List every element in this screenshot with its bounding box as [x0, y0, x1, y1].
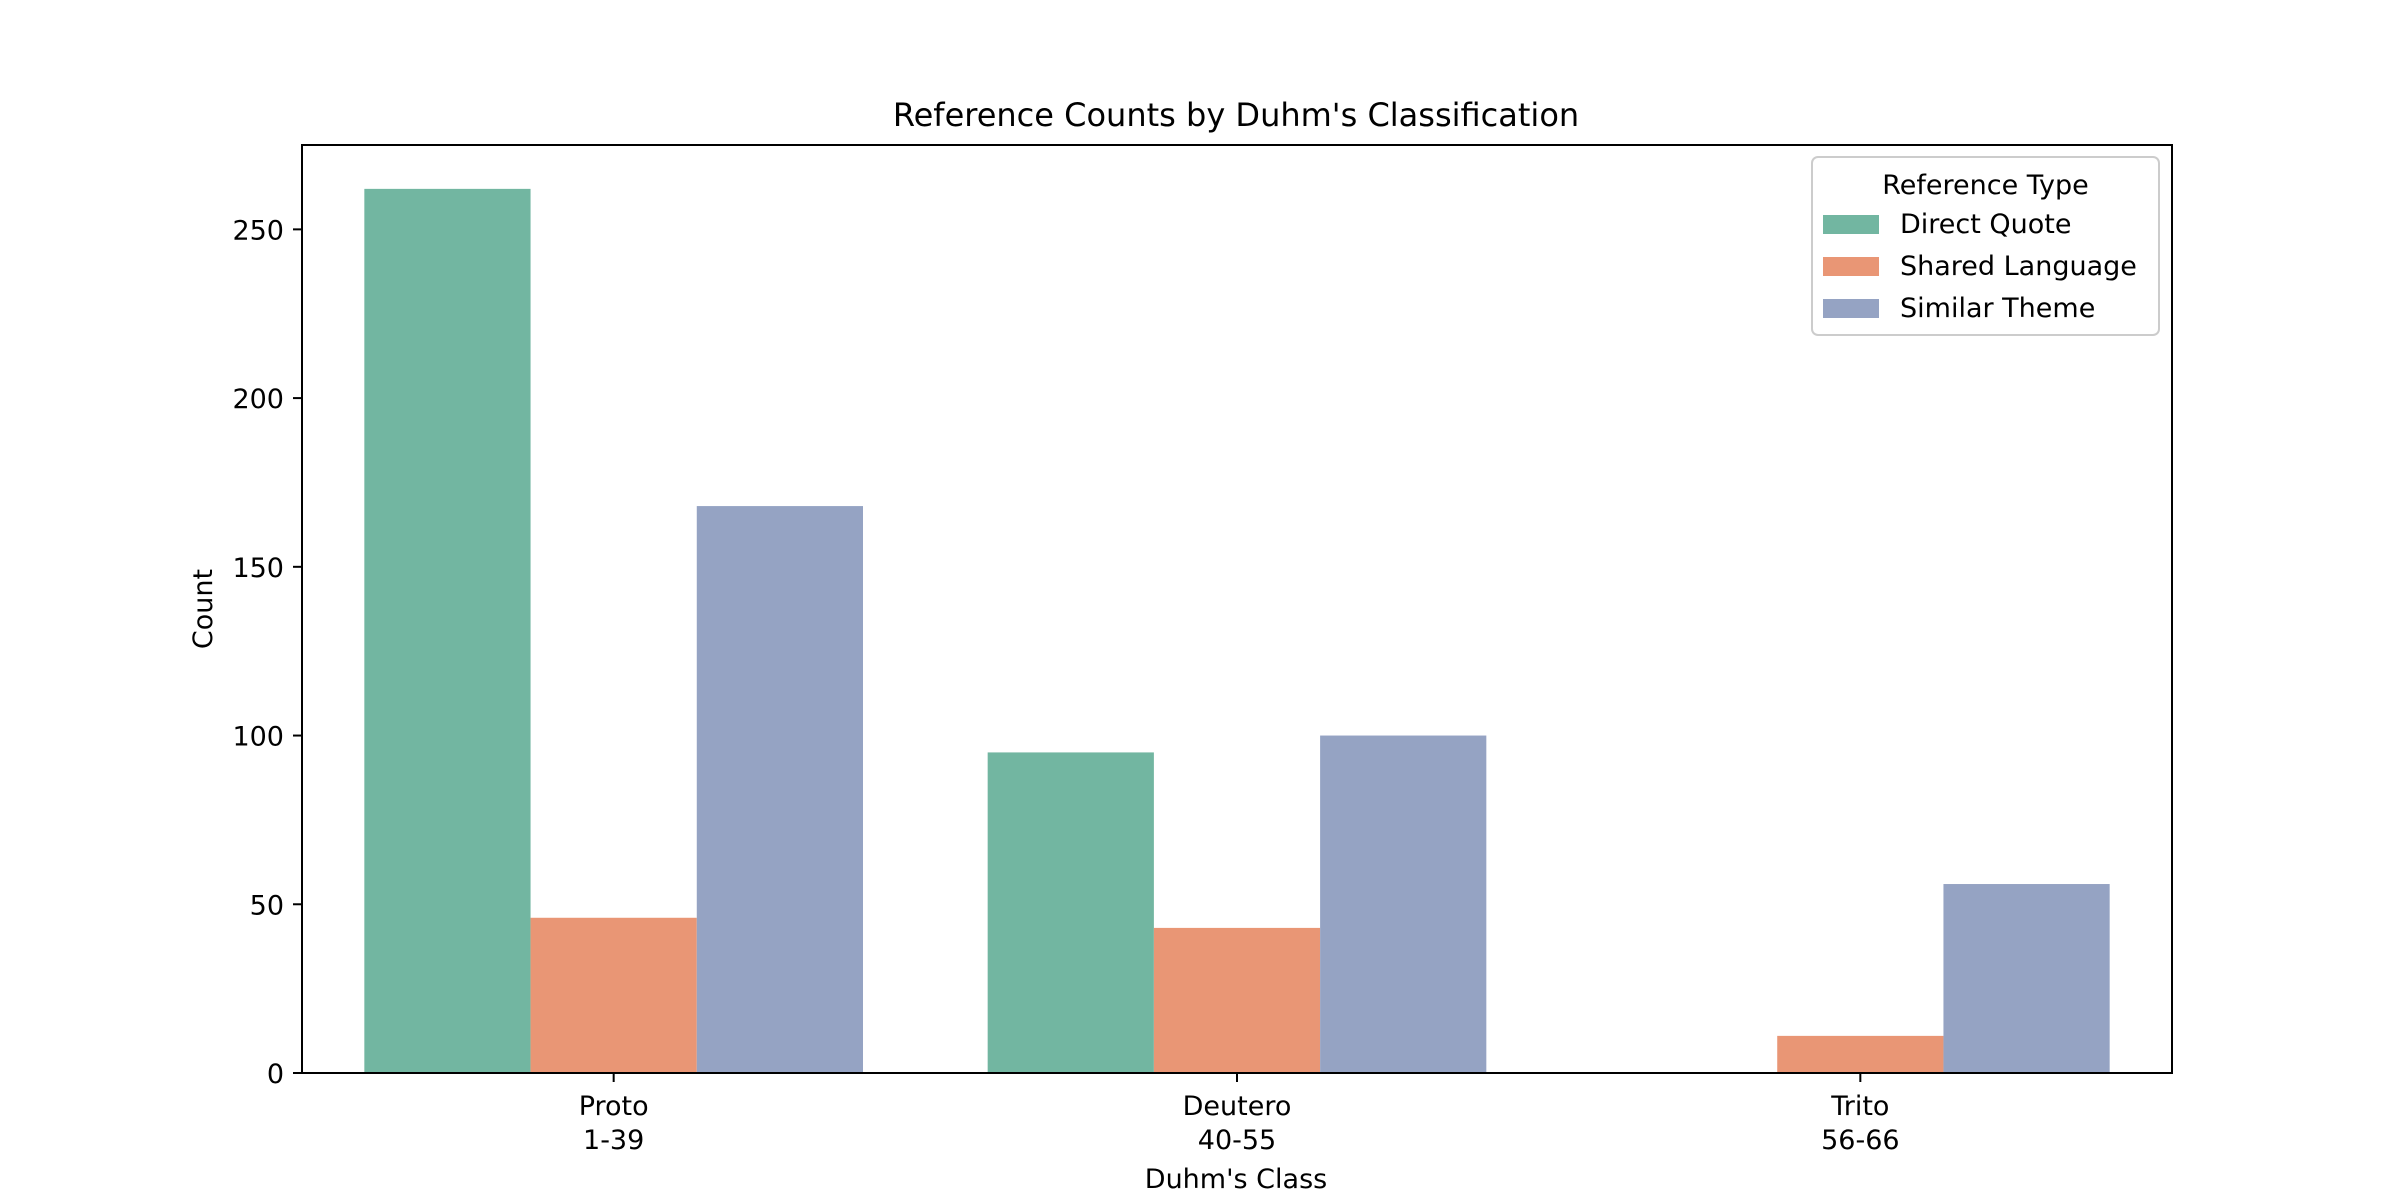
x-tick-label: Trito	[1830, 1091, 1889, 1122]
legend: Reference Type Direct Quote Shared Languag…	[1811, 156, 2160, 336]
bar-deutero-direct-quote	[987, 752, 1154, 1073]
bar-deutero-similar-theme	[1320, 735, 1487, 1073]
legend-title: Reference Type	[1882, 170, 2089, 201]
chart-title: Reference Counts by Duhm's Classificatio…	[893, 96, 1579, 134]
x-tick-label: 40-55	[1198, 1125, 1276, 1156]
legend-swatch-direct-quote	[1823, 215, 1879, 234]
x-tick-label: 56-66	[1821, 1125, 1899, 1156]
legend-swatch-shared-language	[1823, 257, 1879, 276]
y-tick-label: 50	[250, 890, 284, 921]
legend-label-direct-quote: Direct Quote	[1900, 209, 2072, 240]
y-axis: 0 50 100 150 200 250	[232, 215, 302, 1090]
bar-proto-direct-quote	[364, 188, 531, 1074]
plot-frame	[301, 144, 2173, 1074]
x-tick-label: Proto	[579, 1091, 649, 1122]
legend-label-shared-language: Shared Language	[1900, 251, 2137, 282]
bar-trito-shared-language	[1777, 1035, 1944, 1073]
x-axis-label: Duhm's Class	[1145, 1164, 1327, 1195]
y-tick-label: 0	[267, 1059, 284, 1090]
y-tick-label: 200	[232, 384, 284, 415]
legend-swatch-similar-theme	[1823, 299, 1879, 318]
bars-layer	[364, 188, 2110, 1074]
bar-deutero-shared-language	[1153, 927, 1321, 1073]
bar-proto-shared-language	[530, 917, 697, 1073]
legend-label-similar-theme: Similar Theme	[1900, 293, 2095, 324]
y-tick-label: 150	[232, 553, 284, 584]
x-tick-label: 1-39	[583, 1125, 644, 1156]
x-tick-label: Deutero	[1183, 1091, 1292, 1122]
bar-proto-similar-theme	[696, 506, 863, 1073]
y-tick-label: 250	[232, 215, 284, 246]
legend-box	[1811, 156, 2160, 336]
y-axis-label: Count	[188, 569, 219, 649]
y-tick-label: 100	[232, 722, 284, 753]
bar-trito-similar-theme	[1943, 884, 2110, 1073]
